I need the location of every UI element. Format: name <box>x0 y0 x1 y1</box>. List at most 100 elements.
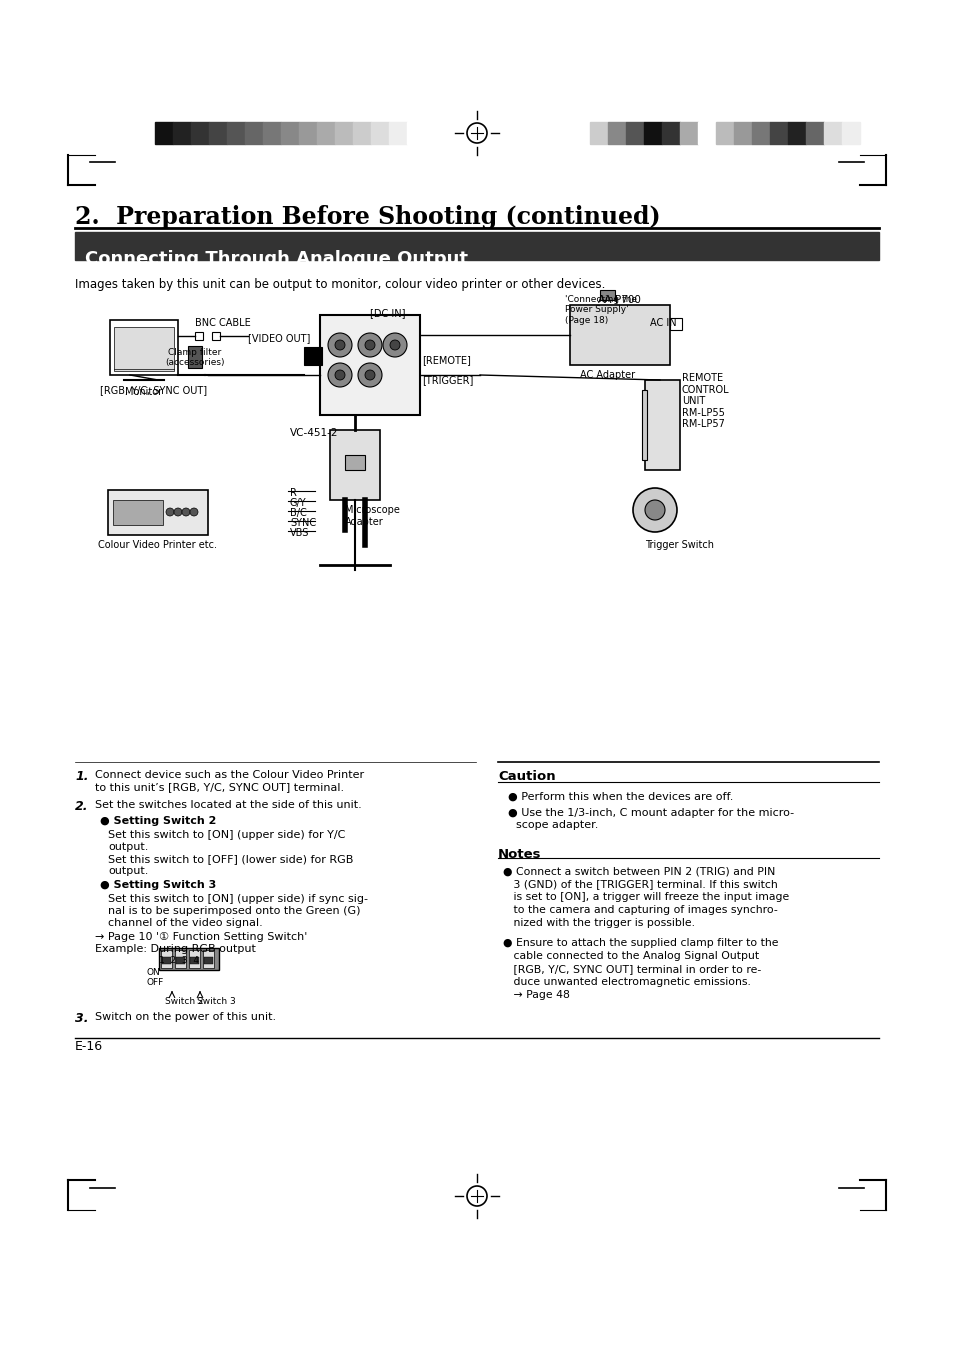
Bar <box>716 122 733 145</box>
Bar <box>823 122 841 145</box>
Bar <box>203 950 213 969</box>
Text: Caution: Caution <box>497 770 555 784</box>
Circle shape <box>328 363 352 386</box>
Bar <box>335 122 353 145</box>
Text: ON: ON <box>147 969 161 977</box>
Bar <box>113 327 173 372</box>
Bar <box>212 332 220 340</box>
Text: nized with the trigger is possible.: nized with the trigger is possible. <box>502 917 695 928</box>
Bar <box>159 948 219 970</box>
Text: duce unwanted electromagnetic emissions.: duce unwanted electromagnetic emissions. <box>502 977 750 988</box>
Text: ● Use the 1/3-inch, C mount adapter for the micro-: ● Use the 1/3-inch, C mount adapter for … <box>507 808 793 817</box>
Bar <box>154 122 172 145</box>
Text: SYNC: SYNC <box>290 517 315 528</box>
Text: 3 (GND) of the [TRIGGER] terminal. If this switch: 3 (GND) of the [TRIGGER] terminal. If th… <box>502 880 777 889</box>
Text: 3.: 3. <box>75 1012 89 1025</box>
Circle shape <box>633 488 677 532</box>
Text: ● Setting Switch 2: ● Setting Switch 2 <box>100 816 216 825</box>
Circle shape <box>335 370 345 380</box>
Bar <box>371 122 389 145</box>
Text: nal is to be superimposed onto the Green (G): nal is to be superimposed onto the Green… <box>108 907 360 916</box>
Circle shape <box>173 508 182 516</box>
Text: E-16: E-16 <box>75 1040 103 1052</box>
Text: Connect device such as the Colour Video Printer
to this unit’s [RGB, Y/C, SYNC O: Connect device such as the Colour Video … <box>95 770 364 792</box>
Bar <box>599 290 615 300</box>
Text: BNC CABLE: BNC CABLE <box>194 317 251 328</box>
Bar <box>643 122 661 145</box>
Text: Set this switch to [ON] (upper side) for Y/C: Set this switch to [ON] (upper side) for… <box>108 830 345 840</box>
Bar <box>319 315 419 415</box>
Text: Switch on the power of this unit.: Switch on the power of this unit. <box>95 1012 275 1021</box>
Text: to the camera and capturing of images synchro-: to the camera and capturing of images sy… <box>502 905 777 915</box>
Bar <box>191 122 209 145</box>
Text: output.: output. <box>108 842 149 852</box>
Bar <box>805 122 823 145</box>
Circle shape <box>328 332 352 357</box>
Bar <box>589 122 607 145</box>
Text: ● Ensure to attach the supplied clamp filter to the: ● Ensure to attach the supplied clamp fi… <box>502 938 778 948</box>
Text: AC Adapter: AC Adapter <box>579 370 635 380</box>
Text: Switch 3: Switch 3 <box>196 997 235 1006</box>
Bar <box>330 430 379 500</box>
Text: REMOTE
CONTROL
UNIT
RM-LP55
RM-LP57: REMOTE CONTROL UNIT RM-LP55 RM-LP57 <box>681 373 729 430</box>
Circle shape <box>182 508 190 516</box>
Bar <box>194 332 203 340</box>
Text: R: R <box>290 488 296 499</box>
Bar <box>698 122 716 145</box>
Text: Set the switches located at the side of this unit.: Set the switches located at the side of … <box>95 800 361 811</box>
Text: Connecting Through Analogue Output: Connecting Through Analogue Output <box>85 250 468 267</box>
Text: VC-451-2: VC-451-2 <box>290 428 338 438</box>
Text: Example: During RGB output: Example: During RGB output <box>95 944 255 954</box>
Bar <box>644 380 679 470</box>
Bar <box>209 122 227 145</box>
Text: 'Connecting the
Power Supply'
(Page 18): 'Connecting the Power Supply' (Page 18) <box>564 295 637 324</box>
Bar <box>304 347 322 365</box>
Text: → Page 10 '① Function Setting Switch': → Page 10 '① Function Setting Switch' <box>95 932 307 942</box>
Text: cable connected to the Analog Signal Output: cable connected to the Analog Signal Out… <box>502 951 759 961</box>
Bar <box>625 122 643 145</box>
Text: ● Setting Switch 3: ● Setting Switch 3 <box>100 880 216 890</box>
Text: Images taken by this unit can be output to monitor, colour video printer or othe: Images taken by this unit can be output … <box>75 278 605 290</box>
Circle shape <box>382 332 407 357</box>
Bar <box>669 317 681 330</box>
Bar <box>389 122 407 145</box>
Text: Monitor: Monitor <box>125 386 162 397</box>
Bar <box>607 122 625 145</box>
Bar <box>204 957 213 965</box>
Bar <box>641 390 646 459</box>
Text: Set this switch to [ON] (upper side) if sync sig-: Set this switch to [ON] (upper side) if … <box>108 894 368 904</box>
Text: Switch 2: Switch 2 <box>165 997 203 1006</box>
Text: [DC IN]: [DC IN] <box>370 308 405 317</box>
Bar <box>769 122 787 145</box>
Bar <box>345 455 365 470</box>
Text: ● Perform this when the devices are off.: ● Perform this when the devices are off. <box>507 792 733 802</box>
Bar <box>661 122 679 145</box>
Bar <box>174 950 186 969</box>
Circle shape <box>190 508 198 516</box>
Bar <box>75 232 878 259</box>
Text: [TRIGGER]: [TRIGGER] <box>421 376 473 385</box>
Bar <box>108 490 208 535</box>
Text: Microscope
Adapter: Microscope Adapter <box>345 505 399 527</box>
Text: 1  2  3  4: 1 2 3 4 <box>159 957 199 965</box>
Text: 2.  Preparation Before Shooting (continued): 2. Preparation Before Shooting (continue… <box>75 205 659 230</box>
Bar <box>407 122 424 145</box>
Circle shape <box>357 363 381 386</box>
Circle shape <box>644 500 664 520</box>
Text: output.: output. <box>108 866 149 875</box>
Text: B/C: B/C <box>290 508 307 517</box>
Text: [REMOTE]: [REMOTE] <box>421 355 471 365</box>
Circle shape <box>166 508 173 516</box>
Bar <box>679 122 698 145</box>
Bar <box>569 305 669 365</box>
Bar <box>263 122 281 145</box>
Circle shape <box>390 340 399 350</box>
Text: 2.: 2. <box>75 800 89 813</box>
Text: → Page 48: → Page 48 <box>502 990 569 1000</box>
Circle shape <box>357 332 381 357</box>
Bar <box>227 122 245 145</box>
Text: AA-P700: AA-P700 <box>598 295 641 305</box>
Circle shape <box>365 340 375 350</box>
Bar <box>733 122 751 145</box>
Text: 1.: 1. <box>75 770 89 784</box>
